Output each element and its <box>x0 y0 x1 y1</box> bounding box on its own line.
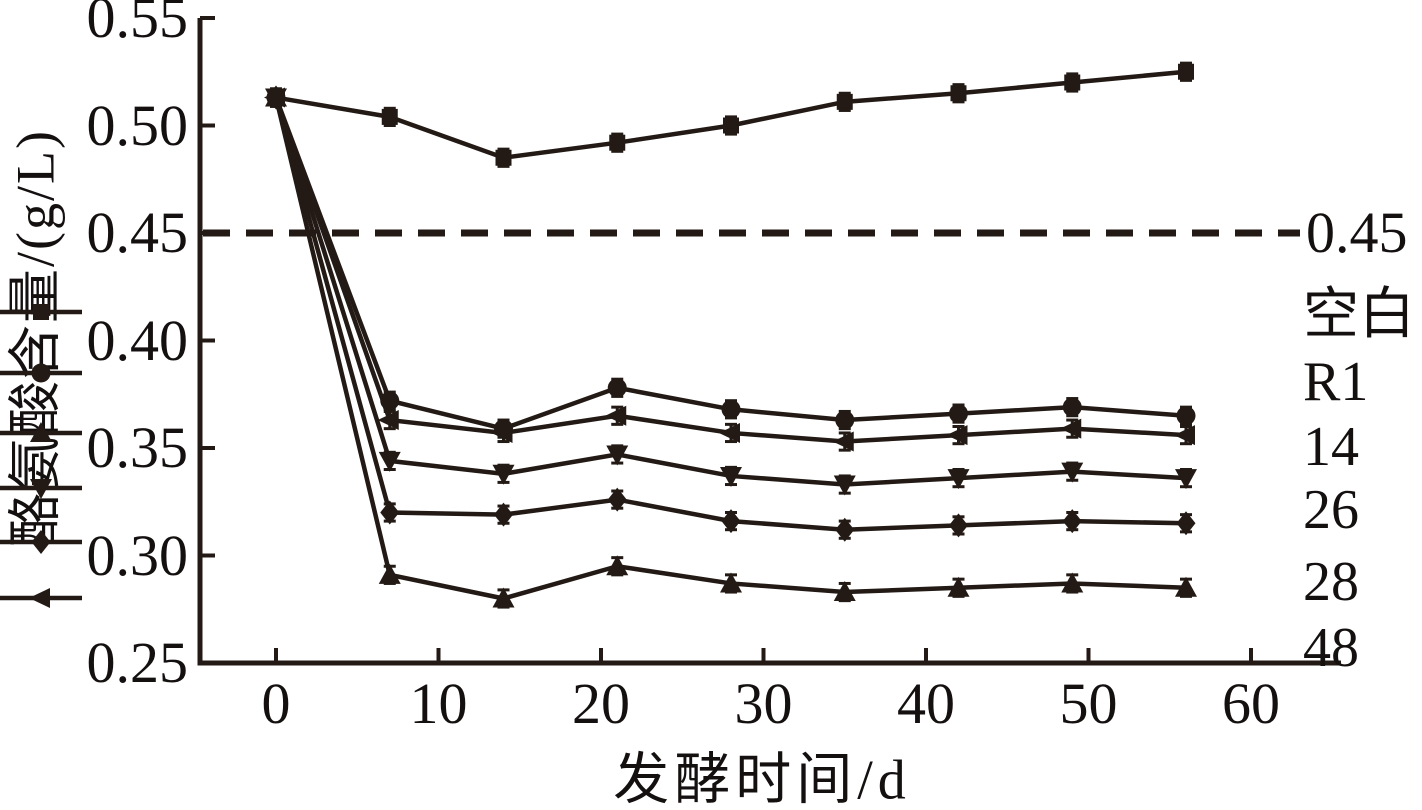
series-square-line <box>275 69 1187 161</box>
diamond-marker-icon <box>1062 509 1082 534</box>
circle-marker-icon <box>1062 397 1082 417</box>
y-tick-label: 0.25 <box>86 630 189 695</box>
y-tick-label: 0.40 <box>86 307 189 373</box>
triangle-up-marker-icon <box>606 555 629 576</box>
y-tick-label: 0.55 <box>86 0 189 50</box>
y-tick-label: 0.35 <box>86 415 189 480</box>
circle-marker-icon <box>1176 406 1196 426</box>
y-tick-label: 0.30 <box>86 522 189 588</box>
series-circle-line <box>273 96 1187 431</box>
triangle-down-marker-icon <box>606 445 629 466</box>
triangle-up-marker-icon <box>1061 572 1084 593</box>
triangle-left-marker-icon <box>1174 425 1195 446</box>
square-marker-icon <box>495 149 512 166</box>
x-tick-label: 20 <box>572 671 630 736</box>
diamond-marker-icon <box>494 502 513 527</box>
diamond-marker-icon <box>835 517 855 542</box>
circle-marker-icon <box>494 419 513 439</box>
y-axis-title: 酪氨酸含量/(g/L) <box>5 129 66 547</box>
triangle-left-marker-icon <box>719 422 740 443</box>
diamond-marker-icon <box>949 513 968 538</box>
triangle-left-marker-icon <box>832 431 854 452</box>
triangle-down-marker-icon <box>492 464 515 485</box>
diamond-marker-icon <box>1176 511 1196 536</box>
diamond-marker-icon <box>721 509 741 534</box>
triangle-up-marker-icon <box>492 587 515 608</box>
square-marker-icon <box>1064 74 1081 91</box>
x-tick-label: 30 <box>734 671 793 736</box>
triangle-down-marker-icon <box>833 475 856 496</box>
series-triangle-left-line <box>273 96 1187 444</box>
diamond-marker-icon <box>607 487 627 512</box>
x-tick-label: 60 <box>1222 671 1280 736</box>
triangle-up-marker-icon <box>947 576 970 597</box>
triangle-left-marker-icon <box>377 410 399 431</box>
square-marker-icon <box>836 93 853 110</box>
x-tick-label: 50 <box>1059 671 1118 736</box>
x-tick-label: 10 <box>409 671 468 736</box>
reference-line-label: 0.45 <box>1306 200 1408 265</box>
triangle-up-marker-icon <box>1175 576 1197 597</box>
x-tick-label: 0 <box>261 671 291 736</box>
triangle-down-marker-icon <box>1061 462 1084 483</box>
circle-marker-icon <box>949 404 968 424</box>
square-marker-icon <box>268 89 284 106</box>
x-tick-label: 40 <box>897 671 955 736</box>
triangle-down-marker-icon <box>947 469 970 490</box>
triangle-up-marker-icon <box>378 563 401 584</box>
square-marker-icon <box>381 108 398 125</box>
triangle-down-marker-icon <box>378 451 401 472</box>
x-axis-title: 发酵时间/d <box>613 749 911 810</box>
circle-marker-icon <box>721 399 741 419</box>
triangle-down-marker-icon <box>1175 469 1197 490</box>
square-marker-icon <box>1178 63 1194 80</box>
square-marker-icon <box>609 134 626 151</box>
circle-marker-icon <box>835 410 855 430</box>
y-tick-label: 0.50 <box>86 92 189 158</box>
circle-marker-icon <box>380 391 400 411</box>
triangle-up-marker-icon <box>720 572 742 593</box>
triangle-left-marker-icon <box>1060 418 1082 439</box>
diamond-marker-icon <box>380 500 400 525</box>
triangle-left-marker-icon <box>946 425 968 446</box>
triangle-up-marker-icon <box>833 581 856 602</box>
circle-marker-icon <box>607 378 627 398</box>
y-tick-label: 0.45 <box>86 200 189 265</box>
square-marker-icon <box>950 85 967 102</box>
square-marker-icon <box>723 117 739 134</box>
triangle-down-marker-icon <box>720 466 742 487</box>
triangle-left-marker-icon <box>605 405 627 426</box>
